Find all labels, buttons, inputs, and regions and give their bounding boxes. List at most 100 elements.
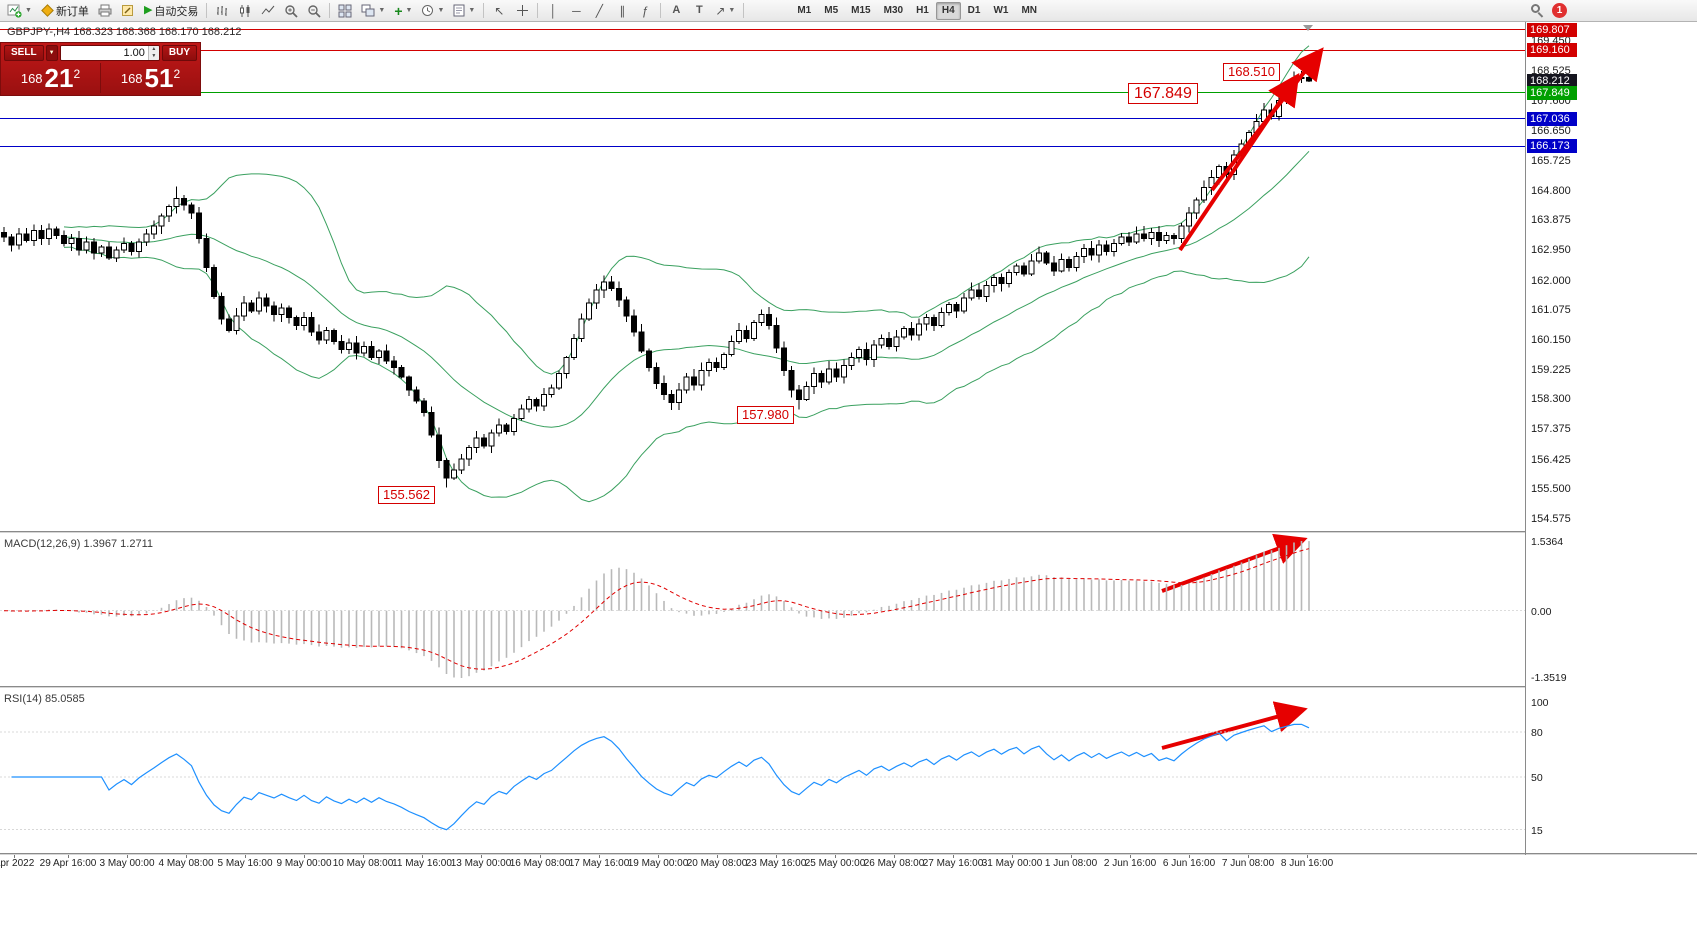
toolbar-separator: [329, 3, 331, 18]
sell-options-dropdown[interactable]: ▼: [45, 45, 58, 61]
macd-panel[interactable]: [0, 533, 1525, 686]
time-label: 26 May 08:00: [863, 858, 925, 869]
periods-button[interactable]: ▼: [417, 1, 448, 21]
macd-axis-max: 1.5364: [1531, 536, 1564, 548]
price-tick-label: 161.075: [1531, 304, 1571, 317]
metaeditor-button[interactable]: [117, 1, 139, 21]
toolbar-separator: [537, 3, 539, 18]
price-tick-label: 159.225: [1531, 363, 1571, 376]
macd-label: MACD(12,26,9) 1.3967 1.2711: [4, 538, 153, 550]
new-order-button[interactable]: 新订单: [37, 1, 93, 21]
time-tick: [953, 855, 954, 858]
price-tick-label: 168.525: [1531, 64, 1571, 77]
tf-button-M15[interactable]: M15: [851, 5, 871, 16]
trend-arrow[interactable]: [1161, 701, 1308, 750]
cursor-button[interactable]: ↖: [488, 1, 510, 21]
time-label: 10 May 08:00: [332, 858, 394, 869]
time-tick: [14, 855, 15, 858]
clock-icon: [422, 5, 434, 16]
zoom-in-button[interactable]: [280, 1, 302, 21]
indicators-button[interactable]: + ▼: [390, 1, 416, 21]
trendline-button[interactable]: ╱: [588, 1, 610, 21]
tf-button-M5[interactable]: M5: [824, 5, 839, 16]
tf-button-M1[interactable]: M1: [797, 5, 812, 16]
time-label: 17 May 16:00: [568, 858, 630, 869]
buy-button[interactable]: BUY: [161, 45, 197, 61]
crosshair-icon: [516, 5, 528, 16]
search-icon[interactable]: [1531, 4, 1544, 18]
trend-arrow[interactable]: [1210, 47, 1324, 192]
text-button[interactable]: A: [665, 1, 687, 21]
price-divider: [100, 63, 101, 93]
autotrading-button[interactable]: ▶ 自动交易: [140, 1, 202, 21]
candlestick-chart-button[interactable]: [234, 1, 256, 21]
horizontal-line-button[interactable]: ─: [565, 1, 587, 21]
fibonacci-button[interactable]: ƒ: [634, 1, 656, 21]
rsi-panel[interactable]: [0, 688, 1525, 853]
tile-windows-icon: [338, 4, 352, 17]
cascade-windows-button[interactable]: ▼: [357, 1, 389, 21]
arrows-tool-button[interactable]: ↗ ▼: [711, 1, 739, 21]
zoom-out-button[interactable]: [303, 1, 325, 21]
line-chart-icon: [262, 5, 275, 14]
volume-spinner: ▲ ▼: [147, 46, 159, 60]
panel-divider[interactable]: [0, 686, 1697, 688]
new-order-icon: [41, 4, 54, 17]
buy-price-whole: 168: [120, 71, 143, 86]
time-label: 1 Jun 08:00: [1044, 858, 1098, 869]
price-annotation[interactable]: 157.980: [737, 406, 794, 424]
tf-button-W1[interactable]: W1: [993, 5, 1009, 16]
one-click-trading-panel: SELL ▼ ▲ ▼ BUY 168 21 2 168 51 2: [0, 42, 201, 96]
main-chart[interactable]: [0, 22, 1525, 531]
buy-price[interactable]: 168 51 2: [101, 63, 200, 93]
price-axis[interactable]: 169.450 168.525 167.600 166.650 165.725 164.8…: [1526, 22, 1697, 853]
notification-badge[interactable]: 1: [1552, 3, 1567, 18]
chevron-down-icon: ▼: [728, 7, 736, 14]
channel-button[interactable]: ∥: [611, 1, 633, 21]
tf-button-D1[interactable]: D1: [967, 5, 981, 16]
print-button[interactable]: [94, 1, 116, 21]
time-label: 5 May 16:00: [217, 858, 273, 869]
chart-shift-marker[interactable]: [1303, 25, 1313, 31]
text-label-button[interactable]: T: [688, 1, 710, 21]
arrow-tool-icon: ↗: [715, 3, 726, 18]
tf-button-MN[interactable]: MN: [1021, 5, 1038, 16]
volume-box: ▲ ▼: [59, 45, 160, 61]
crosshair-button[interactable]: [511, 1, 533, 21]
bollinger-bands: [63, 45, 1310, 503]
time-tick: [1071, 855, 1072, 858]
buy-price-sup: 2: [173, 67, 181, 81]
tf-button-H4[interactable]: H4: [935, 1, 961, 20]
trend-arrow[interactable]: [1161, 533, 1308, 593]
rsi-label: RSI(14) 85.0585: [4, 693, 85, 705]
sell-price[interactable]: 168 21 2: [1, 63, 100, 93]
time-tick: [599, 855, 600, 858]
line-chart-button[interactable]: [257, 1, 279, 21]
panel-divider[interactable]: [0, 853, 1697, 855]
spinner-up-icon[interactable]: ▲: [148, 46, 159, 53]
price-annotation[interactable]: 155.562: [378, 486, 435, 504]
symbol-ohlc-line: GBPJPY-,H4 168.323 168.368 168.170 168.2…: [7, 26, 242, 38]
templates-button[interactable]: ▼: [449, 1, 479, 21]
time-label: 3 May 00:00: [99, 858, 155, 869]
chevron-down-icon: ▼: [405, 7, 413, 14]
time-tick: [68, 855, 69, 858]
vertical-line-button[interactable]: │: [542, 1, 564, 21]
bar-chart-button[interactable]: [211, 1, 233, 21]
new-chart-button[interactable]: ▼: [3, 1, 36, 21]
panel-divider[interactable]: [0, 531, 1697, 533]
time-axis[interactable]: Apr 2022 29 Apr 16:003 May 00:004 May 08:…: [0, 855, 1525, 873]
time-tick: [127, 855, 128, 858]
price-axis-badge: 167.849: [1527, 85, 1577, 100]
tf-button-M30[interactable]: M30: [883, 5, 904, 16]
sell-button[interactable]: SELL: [4, 45, 44, 61]
price-tick-label: 162.000: [1531, 274, 1571, 287]
price-annotation[interactable]: 167.849: [1128, 83, 1198, 104]
volume-input[interactable]: [60, 46, 148, 60]
spinner-down-icon[interactable]: ▼: [148, 53, 159, 60]
tf-button-H1[interactable]: H1: [916, 5, 929, 16]
price-annotation[interactable]: 168.510: [1223, 63, 1280, 81]
time-tick: [363, 855, 364, 858]
time-label: 8 Jun 16:00: [1280, 858, 1334, 869]
tile-windows-button[interactable]: [334, 1, 356, 21]
